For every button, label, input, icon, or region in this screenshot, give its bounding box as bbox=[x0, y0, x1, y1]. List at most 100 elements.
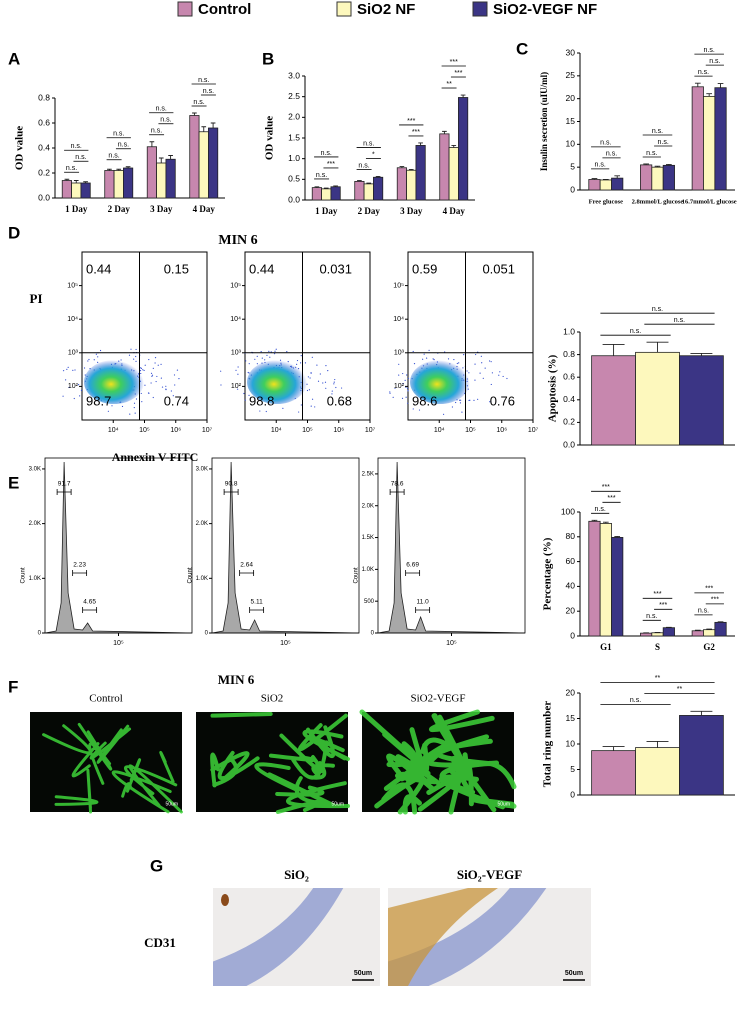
quadrant-value: 0.44 bbox=[249, 261, 274, 276]
event-dot bbox=[135, 398, 138, 400]
event-dot bbox=[154, 362, 156, 364]
event-dot bbox=[314, 406, 316, 408]
gate-value: 90.8 bbox=[225, 481, 238, 488]
event-dot bbox=[150, 372, 153, 374]
y-tick-label: 0 bbox=[371, 631, 375, 637]
bar bbox=[714, 621, 727, 637]
event-dot bbox=[139, 370, 142, 372]
event-dot bbox=[97, 361, 99, 363]
y-tick-label: 2.0 bbox=[288, 112, 300, 122]
event-dot bbox=[325, 387, 327, 389]
y-tick-label: 15 bbox=[566, 116, 576, 126]
significance-label: n.s. bbox=[66, 165, 77, 172]
significance-label: ** bbox=[446, 81, 452, 88]
error-bar bbox=[357, 180, 362, 182]
significance-label: n.s. bbox=[658, 139, 669, 146]
panel-label: F bbox=[8, 677, 18, 696]
significance-label: n.s. bbox=[363, 140, 374, 147]
error-bar bbox=[83, 181, 88, 183]
significance-label: n.s. bbox=[151, 128, 162, 135]
event-dot bbox=[498, 374, 500, 376]
error-bar bbox=[614, 535, 621, 538]
significance-label: n.s. bbox=[652, 128, 663, 135]
bar bbox=[662, 627, 675, 637]
event-dot bbox=[68, 386, 70, 389]
event-dot bbox=[72, 369, 74, 371]
y-tick-label: 1.0K bbox=[196, 576, 208, 582]
error-bar bbox=[451, 144, 457, 148]
event-dot bbox=[474, 363, 476, 365]
event-dot bbox=[244, 399, 246, 401]
event-dot bbox=[296, 363, 298, 365]
x-tick-label: 10⁴ bbox=[271, 427, 282, 434]
event-dot bbox=[135, 348, 137, 351]
event-dot bbox=[298, 411, 300, 413]
event-dot bbox=[333, 381, 335, 383]
gate-value: 78.6 bbox=[391, 481, 404, 488]
histogram bbox=[211, 461, 360, 634]
significance-label: n.s. bbox=[595, 506, 606, 513]
error-bar bbox=[666, 163, 672, 166]
bar bbox=[691, 86, 704, 191]
bar bbox=[165, 158, 176, 199]
y-tick-label: 1.0K bbox=[362, 567, 374, 573]
event-dot bbox=[447, 358, 450, 360]
x-tick-label: 10⁷ bbox=[202, 427, 213, 434]
y-tick-label: 3.0K bbox=[29, 467, 41, 473]
error-bar bbox=[314, 186, 320, 188]
event-dot bbox=[466, 370, 468, 372]
event-dot bbox=[148, 358, 150, 361]
event-dot bbox=[270, 351, 272, 353]
significance-label: *** bbox=[711, 597, 719, 604]
event-dot bbox=[173, 374, 176, 376]
bar bbox=[71, 182, 82, 199]
y-axis-label: Insulin secretion (uIU/ml) bbox=[539, 72, 549, 171]
event-dot bbox=[282, 407, 284, 409]
event-dot bbox=[468, 372, 470, 374]
quadrant-value: 0.15 bbox=[164, 261, 189, 276]
event-dot bbox=[319, 373, 321, 375]
significance-label: *** bbox=[607, 495, 615, 502]
error-bar bbox=[64, 178, 70, 181]
error-bar bbox=[168, 155, 173, 160]
bar bbox=[104, 170, 115, 199]
bar bbox=[396, 167, 407, 201]
bar bbox=[373, 176, 384, 201]
event-dot bbox=[135, 360, 137, 362]
event-dot bbox=[310, 405, 312, 407]
event-dot bbox=[310, 372, 312, 374]
image-label: SiO₂ bbox=[284, 867, 309, 882]
event-dot bbox=[260, 351, 262, 353]
event-dot bbox=[413, 363, 416, 365]
y-tick-label: 0.0 bbox=[38, 192, 50, 202]
significance-label: n.s. bbox=[108, 153, 119, 160]
x-tick-label: 10⁴ bbox=[434, 427, 445, 434]
y-tick-label: 20 bbox=[566, 93, 576, 103]
tissue-band bbox=[388, 888, 547, 986]
gate-marker bbox=[249, 607, 265, 613]
y-axis-label: Count bbox=[21, 567, 27, 583]
panel-label: D bbox=[8, 223, 20, 242]
bar bbox=[439, 133, 450, 201]
y-axis-label: Apoptosis (%) bbox=[547, 354, 559, 422]
event-dot bbox=[247, 371, 249, 374]
event-dot bbox=[261, 357, 263, 359]
event-dot bbox=[499, 371, 501, 373]
event-dot bbox=[258, 399, 260, 401]
bar bbox=[198, 131, 209, 199]
flow-title: MIN 6 bbox=[218, 233, 257, 248]
event-dot bbox=[264, 359, 266, 361]
bar bbox=[330, 186, 341, 201]
significance-label: * bbox=[372, 151, 375, 158]
scale-label: 50um bbox=[165, 801, 178, 807]
error-bar bbox=[73, 180, 79, 183]
x-tick-label: 10⁵ bbox=[302, 427, 313, 434]
x-tick-label: 10⁶ bbox=[170, 427, 181, 434]
y-tick-label: 10² bbox=[394, 383, 405, 390]
event-dot bbox=[333, 383, 335, 385]
error-bar bbox=[149, 141, 155, 147]
y-tick-label: 3.0K bbox=[196, 467, 208, 473]
y-tick-label: 1.0 bbox=[288, 153, 300, 163]
panel-label: A bbox=[8, 49, 20, 68]
